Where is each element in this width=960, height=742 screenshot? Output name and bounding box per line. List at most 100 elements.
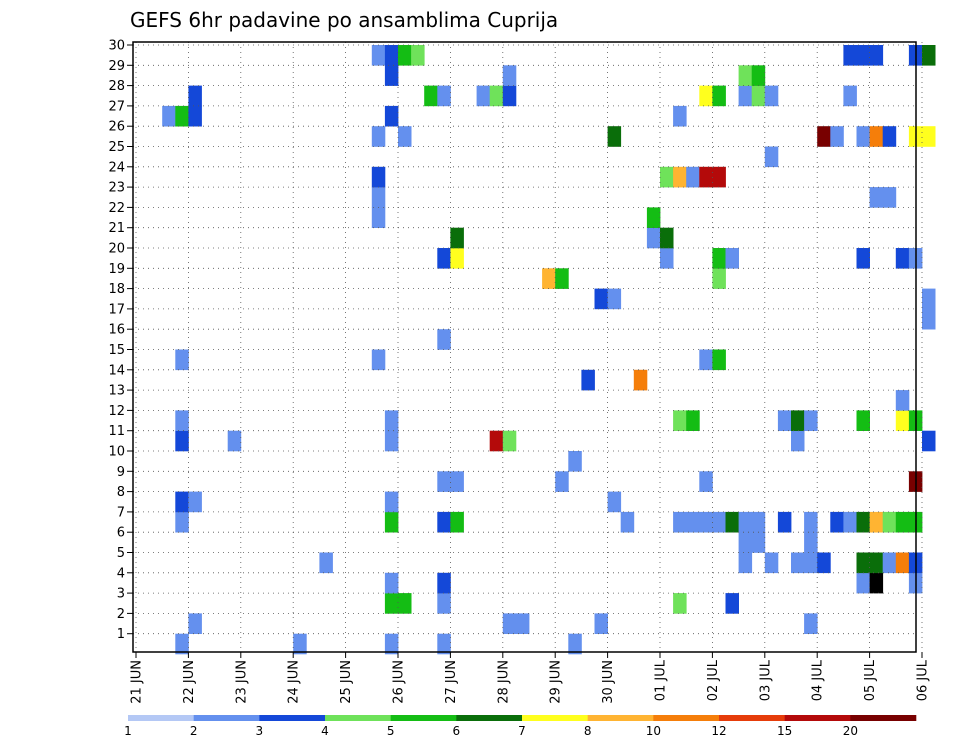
heatmap-cell [384, 633, 399, 655]
y-tick-label: 29 [108, 59, 125, 74]
heatmap-cell [542, 268, 556, 289]
heatmap-cell [843, 511, 857, 533]
heatmap-cell [437, 85, 451, 107]
heatmap-cell [869, 45, 884, 66]
heatmap-cell [869, 552, 884, 574]
legend-label: 2 [190, 724, 198, 738]
heatmap-cell [633, 369, 648, 391]
heatmap-cell [856, 572, 870, 594]
heatmap-cell [686, 410, 700, 431]
heatmap-cell [227, 430, 242, 452]
heatmap-cell [188, 613, 202, 634]
heatmap-cell [607, 126, 622, 147]
heatmap-cell [502, 65, 517, 86]
heatmap-cell [673, 166, 687, 188]
heatmap-cell [725, 248, 739, 269]
y-tick-label: 28 [108, 79, 125, 94]
heatmap-cell [751, 65, 766, 86]
x-tick-label: 01 JUL [654, 659, 669, 701]
heatmap-cell [777, 410, 792, 431]
heatmap-cell [738, 552, 753, 574]
legend-swatch [259, 715, 326, 721]
heatmap-cell [922, 45, 936, 66]
heatmap-cell [673, 511, 687, 533]
heatmap-cell [686, 511, 700, 533]
heatmap-cell [398, 45, 412, 66]
y-tick-label: 20 [108, 242, 125, 257]
y-tick-label: 22 [108, 201, 125, 216]
heatmap-cell [175, 511, 189, 533]
legend-swatch [193, 715, 260, 721]
y-tick-label: 24 [108, 160, 125, 175]
heatmap-cell [424, 85, 438, 107]
heatmap-cell [856, 126, 870, 147]
heatmap-cell [489, 85, 504, 107]
heatmap-cell [594, 288, 608, 310]
heatmap-cell [869, 572, 884, 594]
y-tick-label: 6 [117, 526, 125, 541]
heatmap-cell [922, 308, 936, 330]
heatmap-cell [660, 166, 674, 188]
heatmap-cell [673, 410, 687, 431]
heatmap-cell [882, 126, 897, 147]
legend-label: 4 [321, 724, 329, 738]
y-tick-label: 25 [108, 140, 125, 155]
y-tick-label: 7 [117, 505, 125, 520]
legend-label: 12 [711, 724, 726, 738]
heatmap-cell [437, 633, 451, 655]
heatmap-cell [777, 511, 792, 533]
heatmap-cell [895, 410, 910, 431]
x-tick-label: 28 JUN [496, 660, 511, 704]
heatmap-cell [384, 45, 399, 66]
legend-label: 10 [646, 724, 661, 738]
heatmap-cell [555, 268, 569, 289]
y-tick-label: 4 [117, 566, 125, 581]
heatmap-cell [162, 105, 176, 127]
heatmap-cell [607, 491, 622, 513]
heatmap-cell [738, 511, 753, 533]
heatmap-cell [371, 349, 386, 371]
heatmap-cell [830, 511, 844, 533]
heatmap-cell [830, 126, 844, 147]
heatmap-cell [895, 511, 910, 533]
heatmap-cell [437, 248, 451, 269]
heatmap-cell [804, 511, 818, 533]
heatmap-cell [804, 552, 818, 574]
heatmap-cell [895, 390, 910, 411]
x-tick-label: 05 JUL [863, 659, 878, 701]
heatmap-cell [804, 532, 818, 553]
y-tick-label: 18 [108, 282, 125, 297]
legend-label: 1 [124, 724, 132, 738]
heatmap-cell [437, 593, 451, 614]
heatmap-cell [398, 126, 412, 147]
heatmap-cell [895, 248, 910, 269]
x-tick-label: 27 JUN [444, 660, 459, 704]
heatmap-cell [699, 471, 713, 492]
heatmap-cell [319, 552, 333, 574]
y-tick-label: 30 [108, 39, 125, 54]
color-legend: 1 2 3 4 5 6 7 8 10 12 15 20 [124, 715, 917, 738]
heatmap-cell [384, 593, 399, 614]
heatmap-cell [660, 248, 674, 269]
y-tick-label: 21 [108, 221, 125, 236]
legend-swatch [390, 715, 457, 721]
heatmap-cell [384, 572, 399, 594]
y-tick-label: 2 [117, 607, 125, 622]
y-tick-label: 5 [117, 546, 125, 561]
legend-swatch [653, 715, 720, 721]
x-tick-label: 24 JUN [287, 660, 302, 704]
heatmap-cell [568, 633, 582, 655]
heatmap-cell [175, 633, 189, 655]
heatmap-cell [895, 552, 910, 574]
y-tick-label: 15 [108, 343, 125, 358]
heatmap-cell [660, 227, 674, 249]
heatmap-cell [607, 288, 622, 310]
legend-swatch [719, 715, 785, 721]
heatmap-cell [450, 248, 464, 269]
heatmap-cell [922, 126, 936, 147]
heatmap-cells [162, 45, 936, 655]
heatmap-cell [738, 85, 753, 107]
heatmap-cell [791, 430, 805, 452]
heatmap-cell [371, 207, 386, 228]
heatmap-cell [581, 369, 595, 391]
